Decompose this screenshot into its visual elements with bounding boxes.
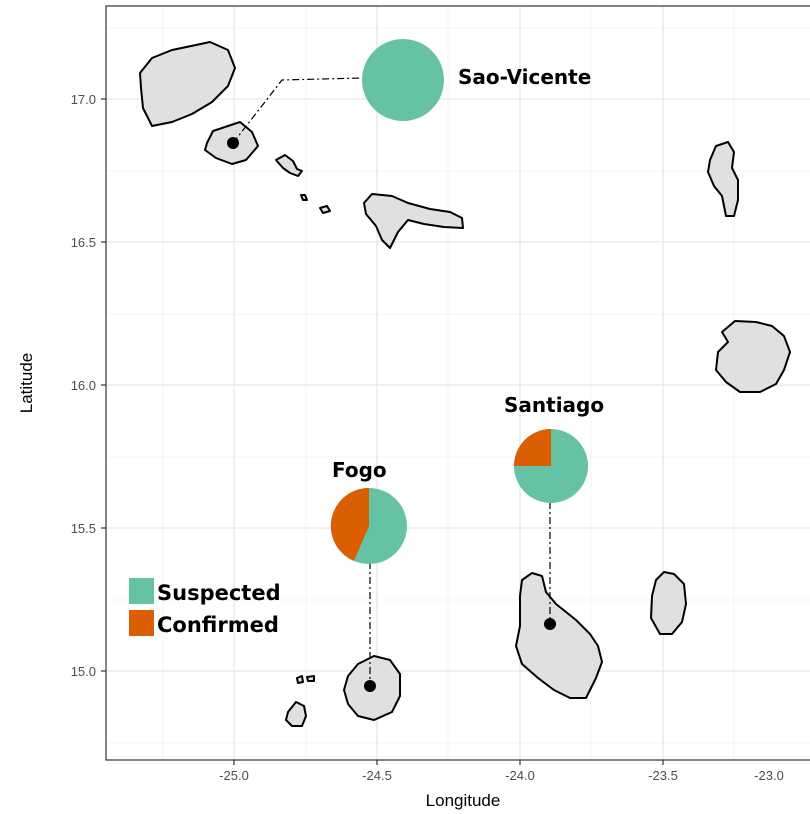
- legend-swatch-suspected: [129, 578, 154, 604]
- pie-slice-santiago-confirmed: [514, 429, 551, 466]
- pie-sao-vicente: [362, 39, 444, 121]
- label-fogo: Fogo: [332, 458, 387, 482]
- y-tick-label: 16.5: [71, 235, 96, 250]
- x-tick-label: -25.0: [219, 768, 249, 783]
- legend: Suspected Confirmed: [129, 578, 281, 637]
- y-tick-label: 16.0: [71, 378, 96, 393]
- legend-label-suspected: Suspected: [157, 581, 281, 605]
- x-tick-label: -24.0: [505, 768, 535, 783]
- y-tick-labels: 15.0 15.5 16.0 16.5 17.0: [71, 92, 96, 679]
- site-labels: Sao-Vicente Santiago Fogo: [332, 65, 604, 482]
- leader-sao-vicente: [232, 77, 363, 144]
- x-axis-title: Longitude: [426, 791, 501, 810]
- leader-lines: [232, 77, 551, 686]
- marker-fogo: [364, 680, 376, 692]
- island-sal: [707, 141, 739, 217]
- x-tick-label: -24.5: [362, 768, 392, 783]
- islet-4: [306, 675, 315, 682]
- x-tick-labels: -25.0 -24.5 -24.0 -23.5 -23.0: [219, 768, 784, 783]
- axis-ticks: [101, 98, 664, 765]
- y-tick-label: 17.0: [71, 92, 96, 107]
- island-santa-luzia: [275, 154, 303, 177]
- site-markers: [227, 137, 556, 692]
- pie-slice-sao-vicente-suspected: [362, 39, 444, 121]
- label-santiago: Santiago: [504, 393, 604, 417]
- marker-sao-vicente: [227, 137, 239, 149]
- x-tick-label: -23.0: [754, 768, 784, 783]
- y-tick-label: 15.5: [71, 521, 96, 536]
- grid: [106, 6, 810, 760]
- island-boa-vista: [715, 320, 791, 393]
- island-santiago: [515, 572, 603, 699]
- panel-border: [105, 5, 810, 761]
- legend-swatch-confirmed: [129, 610, 154, 636]
- pie-slice-fogo-confirmed: [330, 487, 369, 561]
- islet-3: [296, 675, 304, 684]
- island-maio: [650, 571, 687, 635]
- island-santo-antao: [139, 41, 236, 127]
- island-sao-nicolau: [363, 193, 464, 249]
- pie-fogo: [330, 487, 407, 564]
- pie-charts: [330, 39, 588, 564]
- pie-santiago: [514, 429, 588, 503]
- islet-2: [319, 205, 331, 214]
- y-axis-title: Latitude: [17, 353, 36, 414]
- marker-santiago: [544, 618, 556, 630]
- legend-label-confirmed: Confirmed: [157, 613, 279, 637]
- island-brava: [285, 701, 307, 727]
- y-tick-label: 15.0: [71, 664, 96, 679]
- x-tick-label: -23.5: [648, 768, 678, 783]
- label-sao-vicente: Sao-Vicente: [458, 65, 591, 89]
- islands: [139, 41, 791, 727]
- islet-1: [300, 194, 308, 201]
